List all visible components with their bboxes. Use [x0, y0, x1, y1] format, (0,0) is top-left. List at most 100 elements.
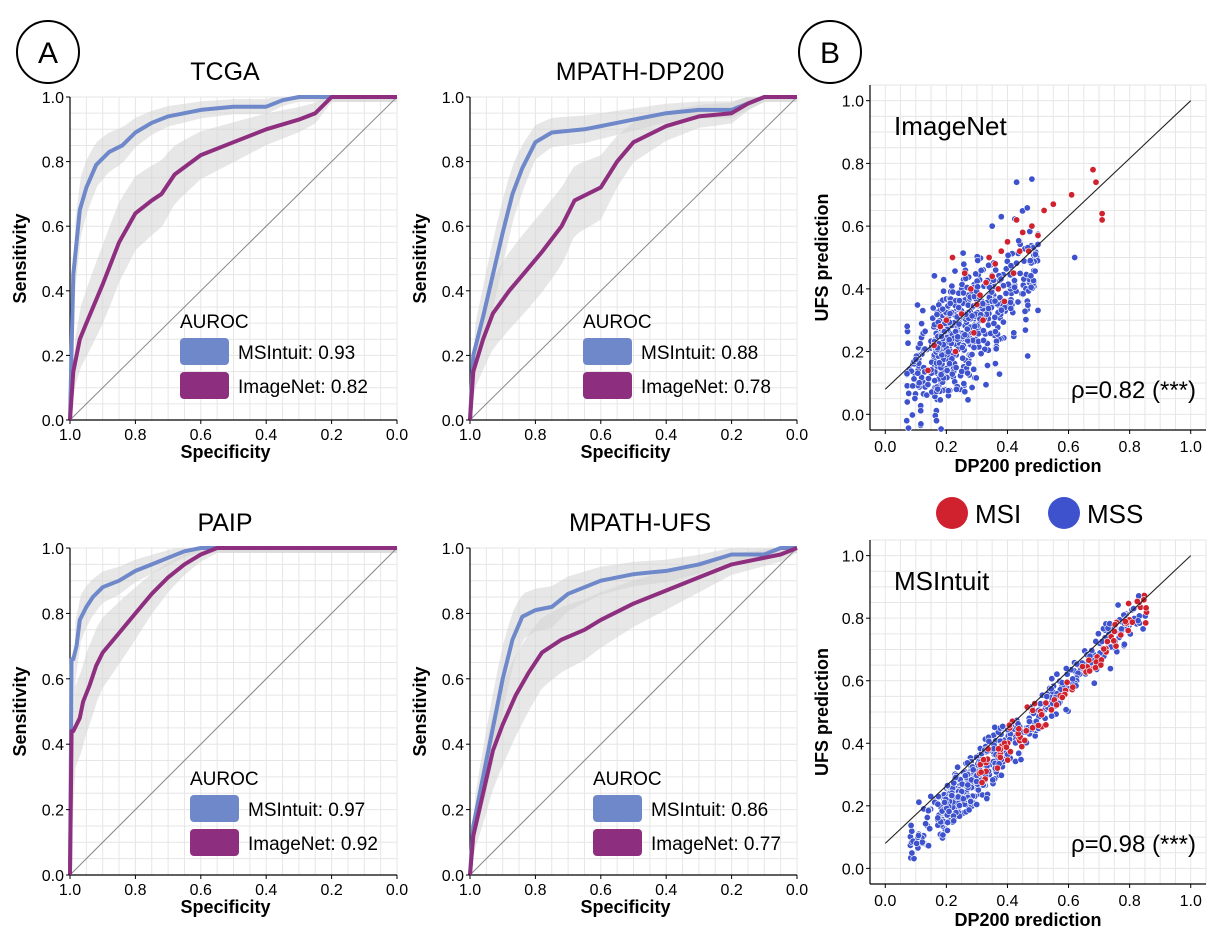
y-axis-label: Sensitivity [410, 666, 430, 756]
x-tick-label: 0.6 [1057, 439, 1079, 456]
scatter-point-mss [936, 396, 944, 404]
panel-label-text: A [38, 37, 58, 70]
scatter-point-mss [903, 370, 911, 378]
scatter-point-mss [944, 387, 952, 395]
y-tick-label: 0.4 [442, 284, 464, 301]
scatter-point-mss [903, 322, 911, 330]
scatter-point-mss [1024, 301, 1032, 309]
scatter-point-mss [903, 398, 911, 406]
y-tick-label: 0.0 [42, 413, 64, 430]
scatter-point-msi [985, 254, 993, 262]
legend-title: AUROC [583, 312, 652, 333]
scatter-point-mss [1120, 640, 1128, 648]
y-tick-label: 0.0 [442, 868, 464, 885]
legend-swatch-msintuit [190, 795, 239, 822]
legend-title: AUROC [593, 769, 662, 790]
scatter-point-msi [1021, 736, 1029, 744]
legend-label-imagenet: ImageNet: 0.92 [248, 834, 378, 855]
diagonal-line [469, 547, 798, 876]
roc-plot-2: 1.0 0.8 0.6 0.4 0.2 0.0 0.0 0.2 0.4 0.6 0.8 1.0 PAIP… [10, 509, 408, 917]
y-axis-label: Sensitivity [410, 213, 430, 303]
legend-label-imagenet: ImageNet: 0.77 [651, 834, 781, 855]
y-axis-label: UFS prediction [812, 193, 832, 321]
scatter-point-mss [923, 391, 931, 399]
scatter-point-mss [959, 795, 967, 803]
scatter-point-mss [945, 336, 953, 344]
plot-title: PAIP [197, 509, 252, 537]
scatter-point-mss [997, 771, 1005, 779]
scatter-point-mss [961, 772, 969, 780]
y-tick-label: 0.6 [842, 219, 864, 236]
ci-band-msintuit [70, 548, 397, 875]
x-tick-label: 0.4 [655, 427, 677, 444]
scatter-point-msi [1069, 683, 1077, 691]
scatter-point-msi [1058, 693, 1066, 701]
scatter-point-msi [1121, 617, 1129, 625]
scatter-point-msi [1086, 667, 1094, 675]
scatter-point-mss [964, 781, 972, 789]
scatter-point-msi [991, 260, 999, 268]
scatter-point-mss [988, 222, 996, 230]
scatter-point-mss [939, 831, 947, 839]
scatter-point-mss [904, 339, 912, 347]
legend-swatch-imagenet [583, 372, 632, 399]
scatter-point-msi [970, 329, 978, 337]
x-tick-label: 0.8 [524, 427, 546, 444]
scatter-point-msi [951, 348, 959, 356]
scatter-point-msi [1040, 207, 1048, 215]
scatter-point-msi [924, 366, 932, 374]
scatter-point-mss [1053, 670, 1061, 678]
scatter-point-msi [1029, 706, 1037, 714]
scatter-point-mss [991, 360, 999, 368]
scatter-point-mss [965, 359, 973, 367]
scatter-point-mss [948, 370, 956, 378]
scatter-point-msi [1142, 604, 1150, 612]
scatter-point-mss [923, 813, 931, 821]
scatter-point-msi [1089, 166, 1097, 174]
legend-label-msintuit: MSIntuit: 0.93 [238, 343, 355, 364]
scatter-point-mss [940, 276, 948, 284]
roc-curve-msintuit [68, 95, 397, 421]
x-tick-label: 0.4 [996, 439, 1018, 456]
scatter-point-mss [922, 820, 930, 828]
scatter-point-mss [1026, 257, 1034, 265]
scatter-point-mss [970, 343, 978, 351]
x-tick-label: 0.0 [786, 427, 808, 444]
scatter-point-msi [1110, 637, 1118, 645]
scatter-point-msi [978, 779, 986, 787]
scatter-point-mss [924, 807, 932, 815]
scatter-point-mss [968, 312, 976, 320]
scatter-point-msi [1042, 699, 1050, 707]
y-tick-label: 0.0 [442, 413, 464, 430]
scatter-point-mss [917, 407, 925, 415]
scatter-point-mss [908, 849, 916, 857]
scatter-point-mss [973, 800, 981, 808]
scatter-point-mss [943, 826, 951, 834]
scatter-point-msi [1079, 663, 1087, 671]
scatter-point-mss [967, 797, 975, 805]
scatter-point-mss [1021, 326, 1029, 334]
scatter-point-mss [964, 396, 972, 404]
scatter-point-mss [990, 319, 998, 327]
scatter-point-mss [985, 261, 993, 269]
scatter-point-mss [974, 283, 982, 291]
legend-swatch-msintuit [593, 795, 642, 822]
scatter-point-msi [1098, 216, 1106, 224]
scatter-point-mss [1006, 298, 1014, 306]
y-tick-label: 1.0 [442, 90, 464, 107]
scatter-point-msi [1042, 721, 1050, 729]
scatter-point-mss [982, 381, 990, 389]
scatter-point-mss [1015, 237, 1023, 245]
scatter-point-msi [942, 316, 950, 324]
scatter-point-msi [1031, 700, 1039, 708]
x-tick-label: 0.8 [524, 882, 546, 899]
scatter-point-mss [917, 420, 925, 428]
scatter-point-mss [952, 385, 960, 393]
scatter-point-mss [934, 800, 942, 808]
scatter-point-mss [1048, 675, 1056, 683]
scatter-point-mss [914, 369, 922, 377]
y-tick-label: 0.0 [842, 861, 864, 878]
scatter-point-mss [958, 787, 966, 795]
legend-swatch-msintuit [583, 338, 632, 365]
scatter-point-msi [1019, 228, 1027, 236]
